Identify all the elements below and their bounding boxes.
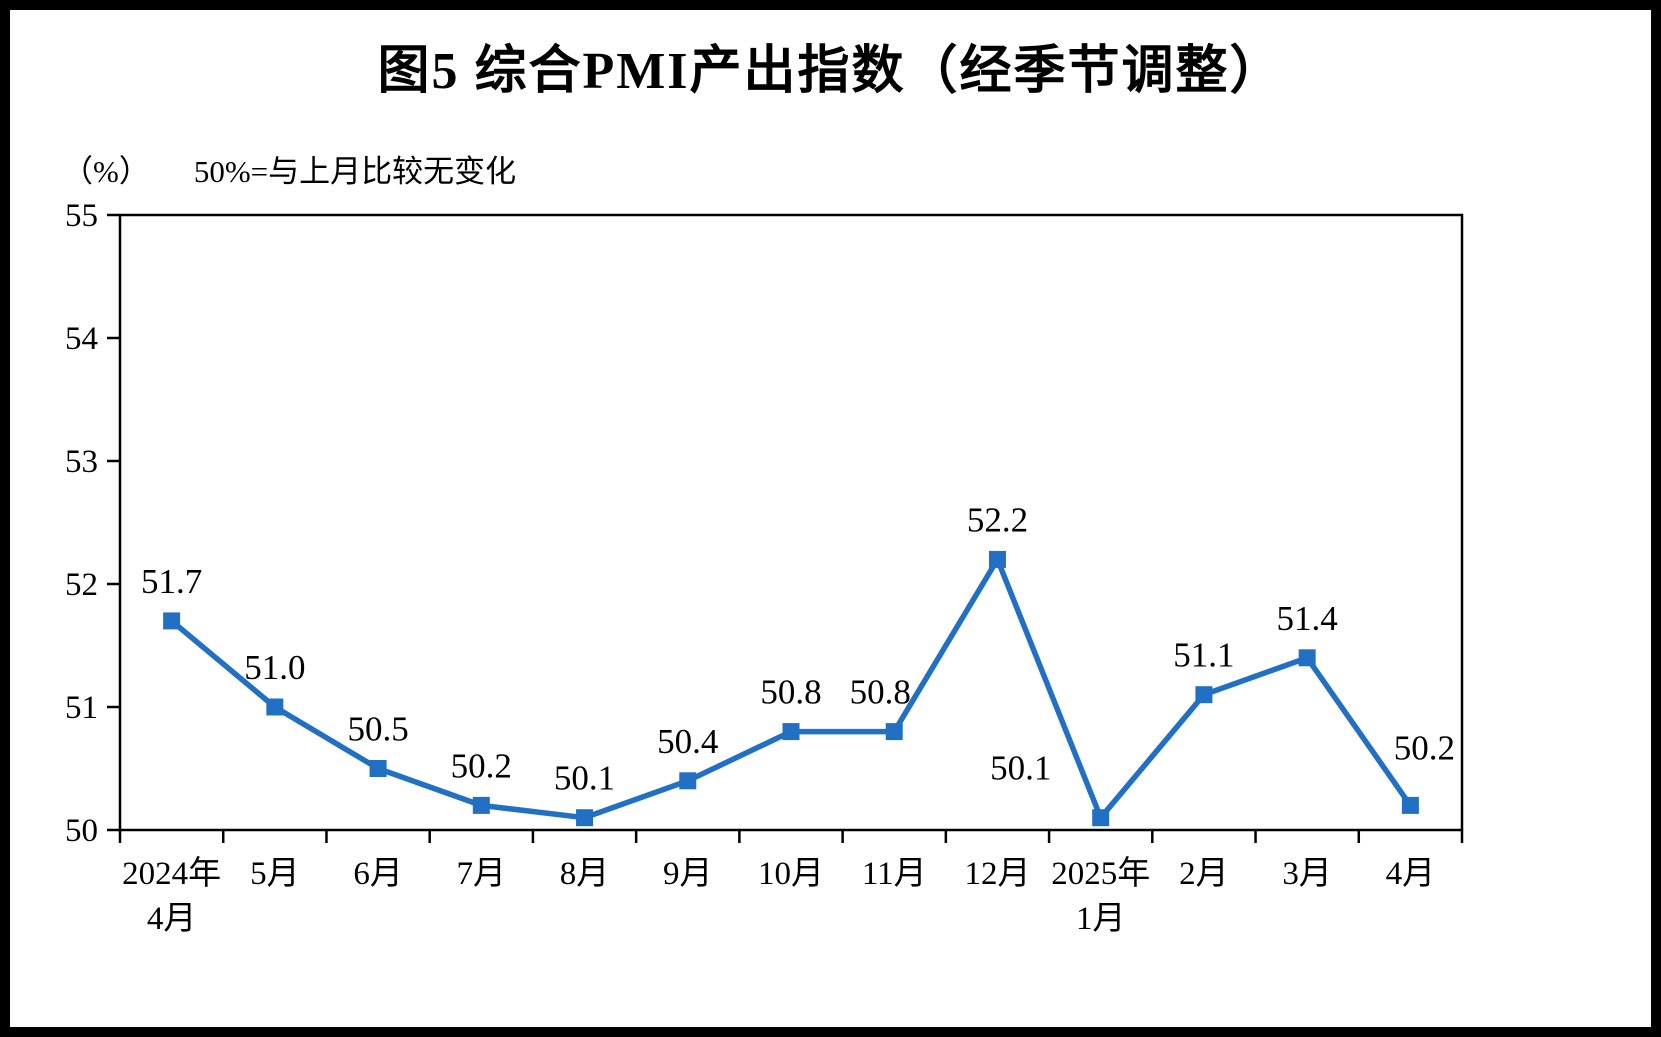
chart-canvas: 图5 综合PMI产出指数（经季节调整） （%） 50%=与上月比较无变化 50 5… [10, 10, 1651, 1027]
data-point-marker [1092, 809, 1110, 827]
y-tick-label: 55 [65, 198, 98, 234]
x-tick-label: 7月 [457, 856, 507, 892]
data-point-label: 50.1 [990, 749, 1051, 788]
data-point-marker [369, 760, 387, 777]
data-point-label: 52.2 [967, 500, 1028, 539]
data-point-label: 50.8 [760, 673, 821, 712]
data-point-label: 50.2 [451, 746, 512, 785]
data-point-marker [1195, 686, 1213, 704]
data-point-marker [1401, 796, 1419, 814]
x-tick-label: 8月 [560, 856, 610, 892]
y-tick-label: 53 [65, 444, 98, 480]
data-point-label: 51.4 [1277, 599, 1338, 638]
data-point-label: 50.2 [1394, 728, 1455, 767]
data-point-marker [1298, 649, 1316, 667]
data-point-marker [472, 796, 490, 814]
chart-subtitle-row: （%） 50%=与上月比较无变化 [62, 146, 516, 191]
plot-frame [118, 213, 1464, 832]
data-point-marker [576, 809, 594, 827]
x-tick-label: 12月 [964, 856, 1030, 892]
pmi-line-chart: 50 51 52 53 54 55 2024年 4月 5月 6月 7月 8月 9月 10月 11月 12月 20… [65, 198, 1464, 937]
y-tick-label: 51 [65, 690, 98, 726]
x-tick-label: 5月 [250, 856, 300, 892]
y-tick-label: 52 [65, 567, 98, 603]
data-point-marker [266, 698, 284, 716]
x-tick-label: 11月 [862, 856, 927, 892]
y-tick-label: 50 [65, 813, 98, 849]
x-tick-label: 6月 [353, 856, 403, 892]
y-tick-label: 54 [65, 321, 98, 357]
x-tick-label: 4月 [1386, 856, 1436, 892]
data-point-label: 50.1 [554, 759, 615, 798]
data-point-label: 51.1 [1173, 636, 1234, 675]
data-point-label: 50.8 [850, 673, 911, 712]
data-point-label: 50.5 [347, 710, 408, 749]
x-tick-label: 3月 [1282, 856, 1332, 892]
baseline-note: 50%=与上月比较无变化 [193, 154, 517, 189]
x-tick-label: 2024年 4月 [122, 855, 221, 937]
chart-title: 图5 综合PMI产出指数（经季节调整） [377, 43, 1284, 100]
x-tick-label: 2月 [1179, 856, 1229, 892]
data-point-label: 50.4 [657, 722, 718, 761]
data-point-marker [163, 612, 181, 630]
x-tick-label: 2025年 1月 [1051, 855, 1150, 937]
unit-label: （%） [62, 154, 150, 189]
data-point-label: 51.7 [141, 562, 202, 601]
data-point-marker [885, 723, 903, 741]
x-tick-label: 10月 [758, 856, 824, 892]
data-point-label: 51.0 [244, 648, 305, 687]
data-point-marker [782, 723, 800, 741]
x-tick-label: 9月 [663, 856, 713, 892]
data-point-marker [679, 772, 697, 790]
data-point-marker [988, 550, 1006, 568]
